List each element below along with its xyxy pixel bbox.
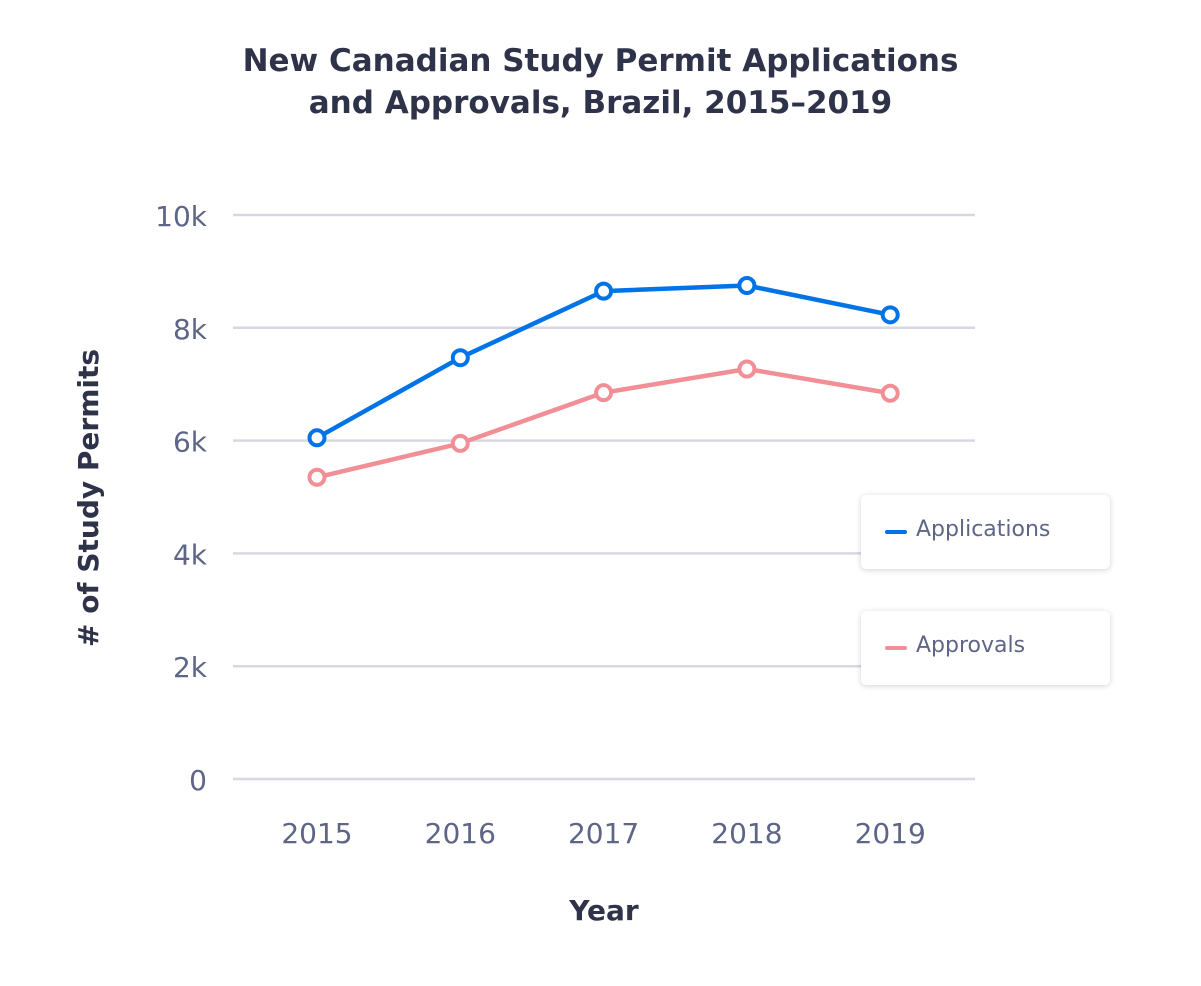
data-point-approvals	[450, 433, 470, 453]
gridlines	[233, 213, 975, 781]
x-tick-label: 2019	[855, 817, 926, 850]
x-tick-label: 2017	[568, 817, 639, 850]
y-tick-label: 10k	[155, 200, 208, 233]
legend-label-approvals: Approvals	[916, 633, 1026, 658]
chart-title-line-1: New Canadian Study Permit Applications	[242, 43, 959, 79]
legend-label-applications: Applications	[916, 517, 1051, 542]
y-tick-label: 6k	[173, 426, 208, 459]
legend-swatch-applications	[885, 530, 907, 534]
data-point-approvals	[737, 359, 757, 379]
data-point-applications	[594, 281, 614, 301]
data-point-applications	[450, 348, 470, 368]
y-tick-label: 8k	[173, 313, 208, 346]
chart-title: New Canadian Study Permit Applications a…	[0, 40, 1201, 124]
series-lines	[307, 276, 900, 487]
data-point-applications	[307, 428, 327, 448]
y-tick-label: 2k	[173, 651, 208, 684]
legend-item-applications: Applications	[861, 495, 1110, 569]
x-tick-labels: 2015 2016 2017 2018 2019	[281, 817, 925, 850]
y-tick-labels: 0 2k 4k 6k 8k 10k	[155, 200, 208, 797]
x-tick-label: 2018	[711, 817, 782, 850]
x-tick-label: 2015	[281, 817, 352, 850]
x-axis-label: Year	[568, 894, 639, 927]
data-point-approvals	[880, 383, 900, 403]
data-point-applications	[880, 305, 900, 325]
data-point-applications	[737, 276, 757, 295]
data-point-approvals	[307, 467, 327, 487]
legend-item-approvals: Approvals	[861, 611, 1110, 685]
y-tick-label: 4k	[173, 538, 208, 571]
chart-title-line-2: and Approvals, Brazil, 2015–2019	[308, 85, 893, 121]
y-axis-label: # of Study Permits	[72, 349, 105, 647]
data-point-approvals	[594, 383, 614, 403]
y-tick-label: 0	[189, 764, 207, 797]
legend-swatch-approvals	[885, 646, 907, 650]
series-line-applications	[315, 283, 891, 440]
x-tick-label: 2016	[425, 817, 496, 850]
